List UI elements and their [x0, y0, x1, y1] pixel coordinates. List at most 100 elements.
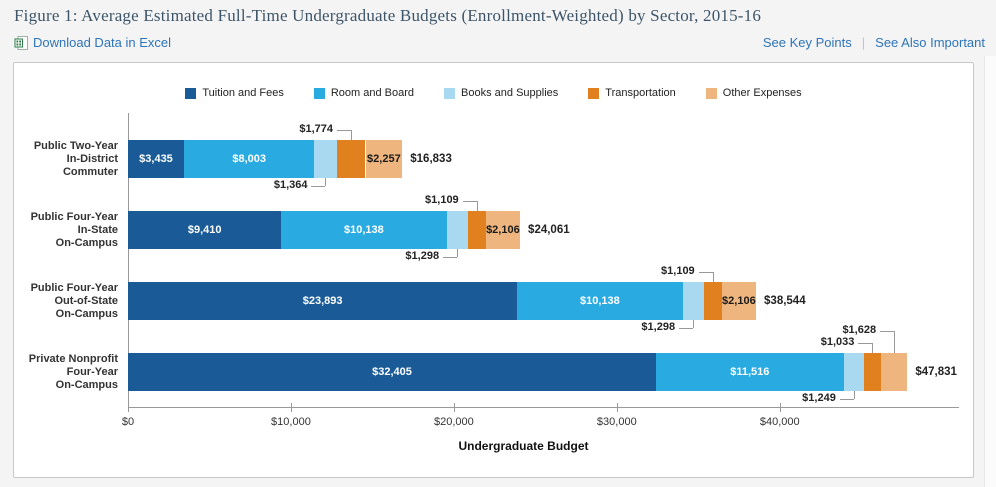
callout-label: $1,774 — [299, 123, 334, 135]
x-axis-tick-label: $30,000 — [596, 416, 637, 428]
category-label: Private Nonprofit Four-Year On-Campus — [14, 351, 118, 393]
callout-label: $1,364 — [273, 179, 308, 191]
bar-segment — [183, 140, 315, 178]
callout-line — [698, 272, 713, 273]
callout-line — [351, 130, 353, 140]
bar-segment — [281, 211, 447, 249]
total-label: $38,544 — [764, 295, 806, 307]
legend-item-room-and-board: Room and Board — [313, 87, 415, 99]
callout-line — [443, 257, 458, 258]
bar-segment — [485, 211, 521, 249]
bar-segment-label: $10,138 — [344, 224, 384, 236]
bar-segment — [314, 140, 337, 178]
total-label: $16,833 — [410, 153, 452, 165]
bar-segment-label: $8,003 — [232, 153, 266, 165]
callout-line — [858, 343, 873, 344]
bar-segment-label: $3,435 — [139, 153, 173, 165]
right-links: See Key Points | See Also Important — [763, 35, 985, 50]
download-excel-label: Download Data in Excel — [33, 35, 172, 50]
links-row: Download Data in Excel See Key Points | … — [14, 35, 985, 50]
legend-swatch-icon — [705, 87, 717, 99]
bar-segment — [336, 140, 366, 178]
callout-line — [311, 186, 326, 187]
category-label: Public Four-Year In-State On-Campus — [14, 209, 118, 251]
legend-label: Transportation — [605, 87, 676, 99]
total-label: $24,061 — [528, 224, 570, 236]
scrollbar-track[interactable] — [984, 56, 996, 487]
figure-header: Figure 1: Average Estimated Full-Time Un… — [14, 0, 985, 50]
legend-item-other-expenses: Other Expenses — [705, 87, 802, 99]
callout-label: $1,249 — [802, 392, 836, 404]
legend-item-tuition-and-fees: Tuition and Fees — [185, 87, 284, 99]
legend-item-books-and-supplies: Books and Supplies — [444, 87, 558, 99]
see-also-important-link[interactable]: See Also Important — [875, 35, 985, 50]
category-label: Public Four-Year Out-of-State On-Campus — [14, 280, 118, 322]
bar-segment — [656, 353, 844, 391]
callout-line — [462, 201, 477, 202]
category-label-line: Out-of-State — [54, 294, 118, 307]
legend-label: Room and Board — [330, 87, 415, 99]
callout-label: $1,109 — [661, 265, 695, 277]
bar-segment — [880, 353, 908, 391]
chart-panel: Tuition and Fees Room and Board Books an… — [13, 62, 974, 478]
category-label: Public Two-Year In-District Commuter — [14, 138, 118, 180]
bar-segment — [446, 211, 468, 249]
bar-segment-label: $9,410 — [187, 224, 222, 236]
callout-line — [880, 331, 895, 332]
bar-segment — [721, 282, 757, 320]
x-axis-tick — [453, 403, 455, 412]
category-label-line: On-Campus — [55, 307, 118, 320]
callout-label: $1,109 — [425, 194, 459, 206]
callout-label: $1,628 — [842, 324, 877, 336]
x-axis-tick-label: $10,000 — [271, 416, 311, 428]
callout-line — [693, 320, 695, 328]
category-label-line: Four-Year — [66, 365, 118, 378]
category-label-line: Public Four-Year — [30, 281, 118, 294]
excel-icon — [14, 35, 28, 50]
category-label-line: On-Campus — [55, 236, 118, 249]
x-axis-tick — [779, 403, 781, 412]
bar-segment — [128, 282, 518, 320]
x-axis-line — [128, 407, 959, 408]
bar-segment — [682, 282, 704, 320]
callout-line — [712, 272, 714, 282]
callout-label: $1,033 — [820, 336, 855, 348]
bar-segment — [128, 353, 656, 391]
bar-segment — [467, 211, 486, 249]
category-label-line: Public Four-Year — [30, 210, 118, 223]
callout-line — [476, 201, 478, 211]
legend-swatch-icon — [588, 87, 600, 99]
x-axis-title: Undergraduate Budget — [458, 439, 589, 453]
category-label-line: Commuter — [62, 165, 118, 178]
callout-line — [457, 249, 459, 257]
callout-line — [853, 391, 855, 399]
x-axis-tick-label: $20,000 — [433, 416, 474, 428]
x-axis-tick-label: $40,000 — [759, 416, 800, 428]
callout-line — [872, 343, 874, 353]
bar-segment-label: $32,405 — [372, 366, 412, 378]
x-axis-tick — [290, 403, 292, 412]
bar-segment — [864, 353, 881, 391]
x-axis-tick — [128, 403, 129, 412]
figure-title: Figure 1: Average Estimated Full-Time Un… — [14, 6, 762, 25]
legend-item-transportation: Transportation — [588, 87, 676, 99]
bar-segment-label: $11,516 — [730, 366, 770, 378]
category-label-line: Public Two-Year — [33, 139, 118, 152]
total-label: $47,831 — [915, 366, 957, 378]
legend-label: Other Expenses — [722, 87, 802, 99]
callout-line — [325, 178, 327, 186]
bar-segment-label: $2,257 — [367, 153, 401, 165]
x-axis-tick — [616, 403, 618, 412]
callout-line — [839, 399, 854, 400]
download-excel-link[interactable]: Download Data in Excel — [14, 35, 171, 50]
bar-segment-label: $2,106 — [722, 295, 756, 307]
callout-line — [337, 130, 352, 131]
legend-label: Tuition and Fees — [202, 87, 284, 99]
bar-segment — [843, 353, 864, 391]
see-key-points-link[interactable]: See Key Points — [762, 35, 852, 50]
legend-swatch-icon — [444, 87, 456, 99]
callout-line — [679, 328, 694, 329]
bar-segment — [703, 282, 722, 320]
category-label-line: On-Campus — [55, 378, 118, 391]
bar-segment — [128, 140, 184, 178]
